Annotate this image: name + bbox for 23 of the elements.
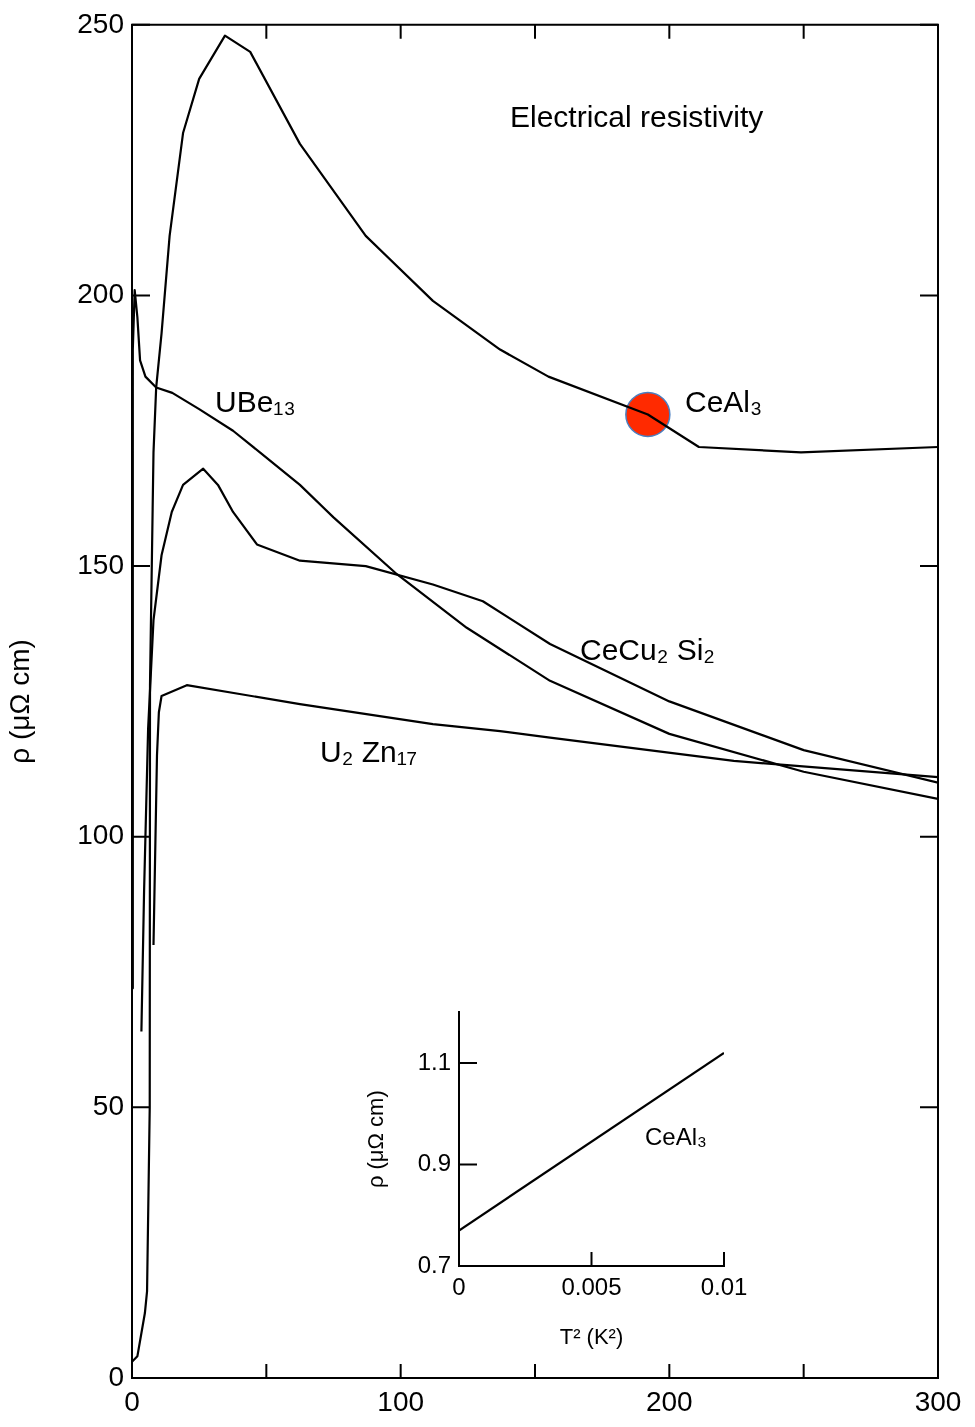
y-tick-label: 250 [77, 7, 124, 39]
y-tick-label: 50 [92, 1090, 124, 1122]
x-tick-label: 0.005 [561, 1273, 622, 1301]
y-axis-title: ρ (μΩ cm) [3, 639, 35, 764]
y-tick-label: 200 [77, 278, 124, 310]
annotation: Electrical resistivity [510, 100, 764, 133]
x-axis-title: T² (K²) [559, 1323, 624, 1349]
y-tick-label: 150 [77, 548, 124, 580]
series-label: CeCu₂ Si₂ [580, 633, 715, 666]
y-tick-label: 0 [108, 1360, 124, 1392]
y-tick-label: 0.7 [417, 1250, 451, 1278]
series-label: CeAl₃ [685, 385, 763, 418]
x-tick-label: 300 [914, 1385, 962, 1417]
x-tick-label: 0.01 [700, 1273, 748, 1301]
series-label: UBe₁₃ [215, 385, 296, 418]
series-label: CeAl₃ [645, 1123, 707, 1150]
y-tick-label: 100 [77, 819, 124, 851]
series-label: U₂ Zn₁₇ [320, 735, 418, 768]
y-tick-label: 0.9 [417, 1149, 451, 1177]
y-axis-title: ρ (μΩ cm) [363, 1090, 389, 1189]
x-tick-label: 200 [645, 1385, 693, 1417]
x-tick-label: 100 [377, 1385, 425, 1417]
y-tick-label: 1.1 [417, 1047, 451, 1075]
